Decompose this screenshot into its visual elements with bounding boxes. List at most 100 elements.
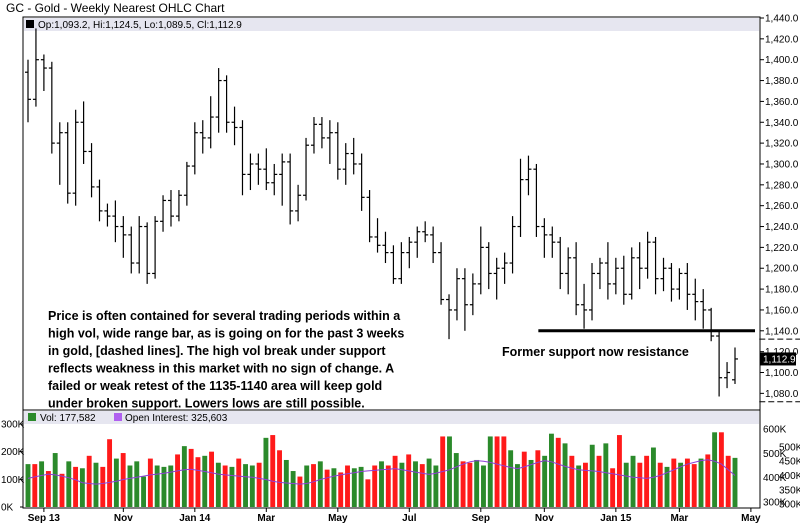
price-tick-label: 1,320.0: [765, 139, 799, 150]
volume-bar: [549, 433, 554, 507]
price-tick-label: 1,360.0: [765, 97, 799, 108]
price-tick-label: 1,160.0: [765, 305, 799, 316]
volume-bar: [290, 471, 296, 507]
price-tick-label: 1,340.0: [765, 118, 799, 129]
ohlc-bar: [565, 247, 572, 295]
volume-bar: [535, 450, 541, 507]
ohlc-bar: [612, 257, 619, 295]
oi-legend-swatch: [114, 413, 122, 421]
ohlc-bar: [207, 96, 214, 149]
ohlc-bar: [263, 148, 270, 191]
ohlc-bar: [636, 242, 643, 290]
ohlc-bar: [374, 218, 381, 253]
ohlc-bar: [223, 75, 230, 133]
volume-bar: [25, 464, 31, 507]
oi-tick-label: 300K: [763, 498, 787, 509]
volume-tick-label: 300K: [1, 420, 25, 431]
volume-bar: [596, 455, 602, 507]
ohlc-bar: [676, 268, 683, 300]
ohlc-bar: [88, 143, 95, 198]
volume-bar: [181, 446, 187, 507]
commentary-line: in gold, [dashed lines]. The high vol br…: [48, 344, 386, 358]
ohlc-bar: [732, 347, 738, 384]
volume-bar: [521, 451, 527, 507]
last-price-tag: 1,112.9: [760, 352, 796, 366]
volume-bar: [610, 468, 616, 507]
volume-bar: [297, 476, 303, 507]
title-bar: [0, 0, 800, 17]
ohlc-bar: [652, 236, 659, 295]
volume-bar: [331, 468, 337, 507]
volume-bar: [270, 435, 276, 507]
volume-bar: [222, 465, 228, 507]
price-tick-label: 1,100.0: [765, 368, 799, 379]
chart-title: GC - Gold - Weekly Nearest OHLC Chart: [6, 1, 225, 15]
ohlc-bar: [199, 120, 206, 154]
volume-bar: [351, 468, 357, 507]
volume-legend-bar: [24, 411, 759, 424]
ohlc-bar: [406, 236, 413, 269]
ohlc-bar: [287, 153, 294, 225]
price-tick-label: 1,260.0: [765, 201, 799, 212]
volume-bar: [705, 454, 711, 507]
x-tick-label: May: [328, 513, 348, 524]
ohlc-bar: [104, 203, 111, 227]
ohlc-bar: [708, 307, 715, 342]
ohlc-bar: [231, 106, 238, 146]
ohlc-bar: [112, 200, 119, 243]
x-tick-label: Jan 14: [179, 513, 211, 524]
volume-bar: [732, 457, 738, 507]
volume-bar: [209, 451, 214, 507]
ohlc-bar: [128, 226, 135, 274]
oi-tick-label: 450K: [779, 457, 800, 468]
price-tick-label: 1,200.0: [765, 264, 799, 275]
ohlc-bar: [716, 330, 723, 397]
volume-bar: [712, 432, 718, 507]
x-tick-label: Jul: [402, 513, 417, 524]
ohlc-bar: [167, 190, 174, 227]
price-bars: [25, 28, 738, 397]
ohlc-bar: [80, 101, 87, 164]
volume-tick-label: 200K: [1, 447, 25, 458]
ohlc-bar: [326, 120, 333, 164]
ohlc-bar: [310, 117, 317, 154]
volume-bar: [419, 464, 425, 507]
volume-tick-label: 100K: [1, 475, 25, 486]
price-tick-label: 1,400.0: [765, 55, 799, 66]
ohlc-bar: [509, 216, 516, 274]
volume-bar: [93, 462, 99, 507]
time-axis: Sep 13 Nov Jan 14 Mar May Jul Sep Nov Jan 15 Mar M…: [28, 508, 761, 524]
volume-bar: [467, 462, 473, 507]
ohlc-bar: [533, 163, 540, 237]
volume-bar: [141, 476, 147, 507]
volume-bar: [392, 455, 398, 507]
ohlc-bar: [40, 54, 47, 91]
oi-tick-label: 400K: [763, 473, 787, 484]
ohlc-bar: [239, 120, 246, 196]
volume-bar: [202, 455, 208, 507]
ohlc-bar: [557, 236, 564, 290]
ohlc-bar: [56, 122, 63, 185]
volume-bar: [657, 462, 663, 507]
volume-bar: [358, 466, 364, 507]
volume-bar: [79, 468, 85, 507]
volume-bar: [317, 461, 323, 507]
ohlc-bar: [295, 184, 302, 222]
ohlc-bar: [334, 122, 341, 180]
ohlc-readout-bar: [24, 18, 759, 31]
volume-bar: [345, 465, 350, 507]
volume-bar: [528, 459, 534, 507]
ohlc-bar: [684, 263, 691, 310]
volume-bar: [664, 466, 670, 507]
ohlc-bar: [581, 283, 588, 329]
oi-tick-label: 600K: [763, 424, 787, 435]
x-tick-label: May: [741, 513, 761, 524]
volume-bar: [698, 458, 704, 507]
last-price-label: 1,112.9: [763, 354, 796, 365]
volume-bar: [372, 465, 378, 507]
ohlc-bar: [477, 226, 484, 295]
volume-bar: [678, 462, 684, 507]
ohlc-bar: [398, 242, 405, 284]
ohlc-bar: [644, 231, 651, 279]
